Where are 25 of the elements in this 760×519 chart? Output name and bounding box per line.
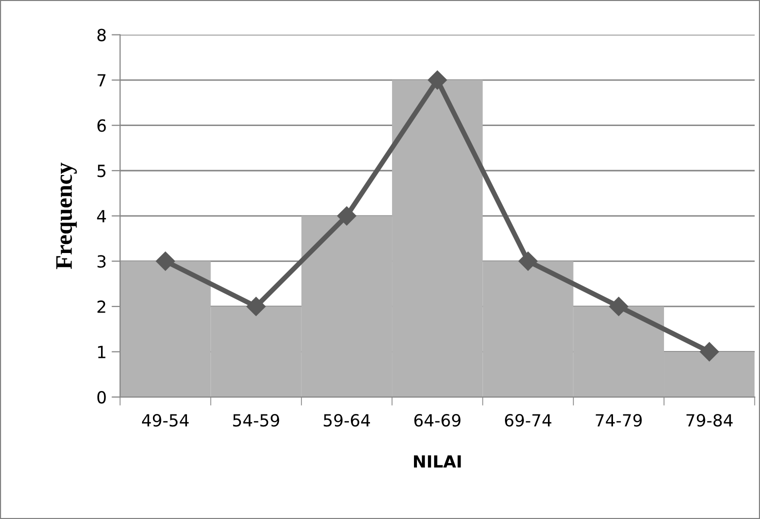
- y-tick-label: 8: [97, 28, 106, 42]
- y-tick-label: 2: [98, 300, 106, 313]
- y-tick-label: 1: [98, 346, 106, 358]
- x-tick-label: 64-69: [414, 414, 460, 427]
- point: [156, 252, 175, 271]
- x-tick-label: 54-59: [233, 414, 280, 427]
- point: [337, 206, 356, 226]
- y-tick-label: 0: [97, 390, 106, 404]
- x-tick-label: 49-54: [142, 414, 189, 427]
- x-axis-title: NILAI: [414, 455, 461, 468]
- point: [609, 296, 628, 316]
- y-axis-title: Frequency: [56, 162, 77, 270]
- point: [246, 296, 266, 316]
- point: [700, 342, 719, 362]
- x-tick-label: 79-84: [686, 414, 733, 427]
- y-tick-label: 6: [97, 119, 106, 132]
- x-tick-label: 69-74: [504, 414, 552, 427]
- x-tick-label: 59-64: [324, 414, 370, 427]
- point: [518, 252, 538, 271]
- point: [428, 70, 447, 90]
- y-tick-label: 5: [98, 164, 106, 178]
- y-tick-label: 3: [98, 255, 106, 268]
- x-tick-label: 74-79: [596, 414, 642, 427]
- y-tick-label: 7: [98, 74, 106, 86]
- y-tick-label: 4: [97, 210, 106, 222]
